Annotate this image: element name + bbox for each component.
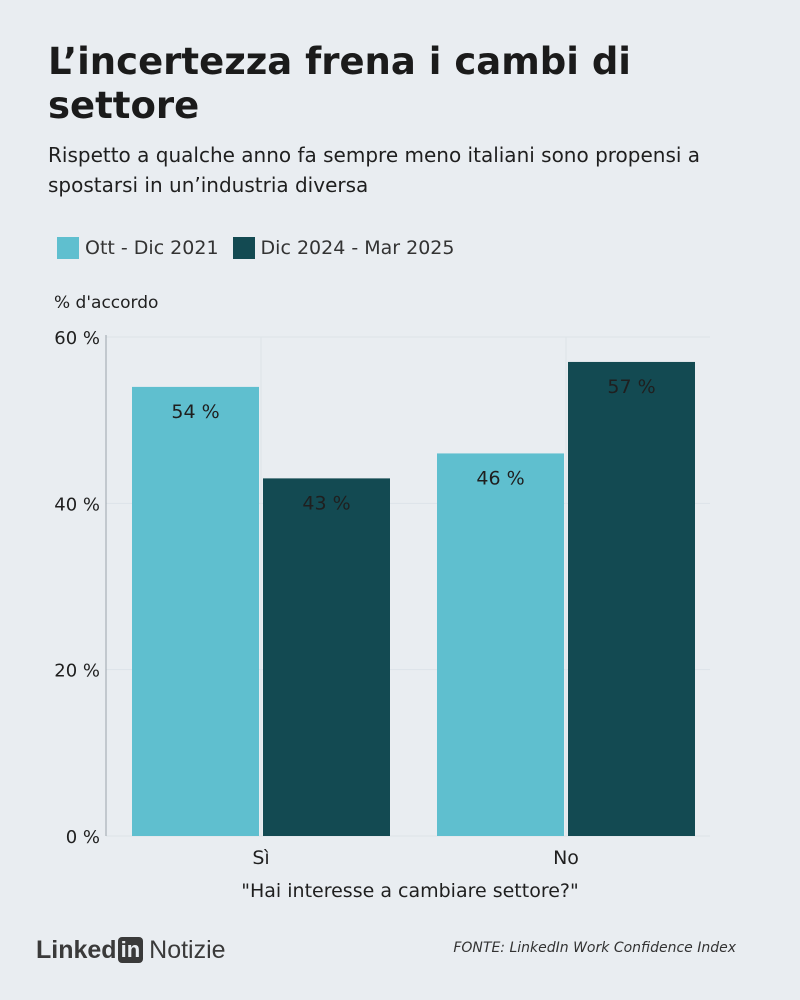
chart-subtitle: Rispetto a qualche anno fa sempre meno i… (48, 143, 701, 197)
legend-swatch-series-2 (232, 237, 255, 259)
y-axis-label: % d'accordo (54, 293, 158, 313)
y-tick-label: 0 % (66, 827, 100, 848)
data-label: 46 % (476, 467, 524, 489)
legend-label-series-2: Dic 2024 - Mar 2025 (260, 237, 455, 259)
x-tick-label: No (553, 847, 579, 869)
legend-swatch-series-1 (57, 237, 79, 259)
y-tick-label: 20 % (54, 661, 100, 682)
legend-label-series-1: Ott - Dic 2021 (85, 237, 219, 259)
chart-title: L’incertezza frena i cambi di settore (48, 40, 631, 127)
x-axis-label: "Hai interesse a cambiare settore?" (241, 880, 578, 902)
bar-2-1 (263, 478, 390, 836)
bar-2-2 (568, 361, 695, 836)
bar-1-2 (437, 453, 564, 836)
linkedin-notizie-logo: Linked in Notizie (36, 932, 226, 968)
data-label: 57 % (607, 376, 655, 398)
logo-word: Linked (36, 935, 117, 964)
y-tick-label: 60 % (54, 328, 100, 349)
bar-chart: % d'accordo 0 % 20 % 40 % 60 % 54 % 43 % Sì 46 %… (54, 293, 710, 902)
source-note: FONTE: LinkedIn Work Confidence Index (453, 940, 736, 956)
legend: Ott - Dic 2021 Dic 2024 - Mar 2025 (57, 234, 468, 262)
data-label: 54 % (171, 401, 219, 423)
logo-in-badge: in (117, 937, 144, 963)
logo-section-name: Notizie (149, 935, 226, 964)
bar-1-1 (132, 386, 259, 836)
y-tick-label: 40 % (54, 494, 100, 515)
data-label: 43 % (302, 492, 350, 514)
legend-item-series-1: Ott - Dic 2021 (57, 237, 219, 259)
x-tick-label: Sì (252, 847, 269, 869)
legend-item-series-2: Dic 2024 - Mar 2025 (232, 237, 455, 259)
